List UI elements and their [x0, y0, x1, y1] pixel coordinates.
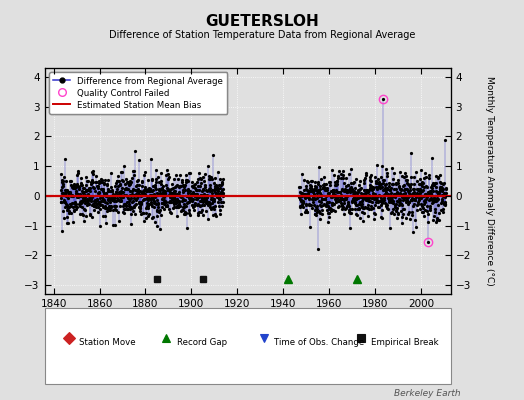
Legend: Difference from Regional Average, Quality Control Failed, Estimated Station Mean: Difference from Regional Average, Qualit… [49, 72, 227, 114]
Text: GUETERSLOH: GUETERSLOH [205, 14, 319, 29]
Y-axis label: Monthly Temperature Anomaly Difference (°C): Monthly Temperature Anomaly Difference (… [485, 76, 494, 286]
Text: Station Move: Station Move [79, 338, 136, 347]
Text: Empirical Break: Empirical Break [372, 338, 439, 347]
Text: Record Gap: Record Gap [177, 338, 227, 347]
FancyBboxPatch shape [45, 308, 451, 384]
Text: Time of Obs. Change: Time of Obs. Change [274, 338, 364, 347]
Text: Difference of Station Temperature Data from Regional Average: Difference of Station Temperature Data f… [109, 30, 415, 40]
Text: Berkeley Earth: Berkeley Earth [395, 389, 461, 398]
